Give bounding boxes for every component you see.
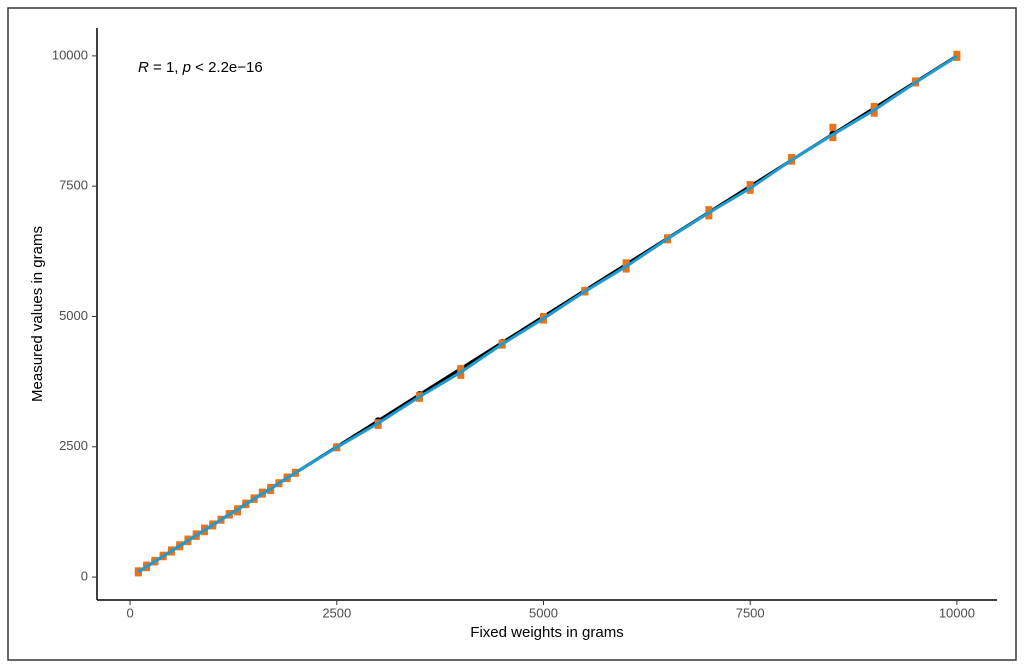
- y-tick-label: 7500: [59, 178, 88, 193]
- series-line: [137, 55, 958, 574]
- point: [705, 212, 713, 220]
- y-tick-label: 10000: [52, 47, 88, 62]
- point: [746, 181, 754, 189]
- x-tick-label: 2500: [322, 605, 351, 620]
- frame: [7, 7, 1017, 661]
- point: [829, 134, 837, 142]
- point: [788, 154, 796, 162]
- point: [829, 123, 837, 131]
- point: [539, 312, 547, 320]
- point: [374, 421, 382, 429]
- annotation-part: R: [138, 59, 149, 76]
- point: [746, 186, 754, 194]
- point: [870, 109, 878, 117]
- point: [134, 569, 142, 577]
- annotation-part: p: [182, 59, 191, 76]
- point: [622, 265, 630, 273]
- annotation: R = 1, p < 2.2e−16: [138, 59, 263, 76]
- x-tick-label: 0: [126, 605, 133, 620]
- x-tick-label: 7500: [736, 605, 765, 620]
- y-tick-label: 2500: [59, 438, 88, 453]
- point: [457, 365, 465, 373]
- y-tick-label: 5000: [59, 308, 88, 323]
- x-tick-label: 5000: [529, 605, 558, 620]
- point: [457, 371, 465, 379]
- x-tick-label: 10000: [939, 605, 975, 620]
- point: [200, 524, 208, 532]
- point: [234, 508, 242, 516]
- point: [705, 206, 713, 214]
- annotation-part: = 1,: [149, 59, 183, 76]
- x-axis-label: Fixed weights in grams: [470, 624, 623, 641]
- y-axis-label: Measured values in grams: [29, 226, 46, 402]
- point: [622, 259, 630, 267]
- annotation-part: < 2.2e−16: [191, 59, 263, 76]
- point: [870, 102, 878, 110]
- y-tick-label: 0: [81, 569, 88, 584]
